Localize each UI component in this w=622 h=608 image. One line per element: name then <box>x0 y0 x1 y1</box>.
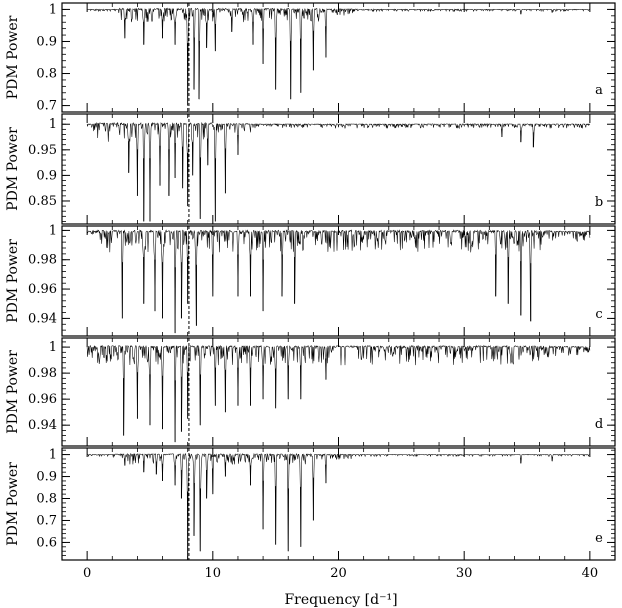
panel-letter: b <box>595 195 603 210</box>
panel-letter: e <box>595 531 603 546</box>
panel-letter: c <box>595 307 602 322</box>
panel-letter: a <box>595 83 603 98</box>
y-tick-label: 0.95 <box>28 143 57 158</box>
y-tick-label: 0.9 <box>36 168 57 183</box>
x-axis-label: Frequency [d⁻¹] <box>284 592 397 608</box>
y-tick-label: 0.6 <box>36 535 57 550</box>
y-axis-label: PDM Power <box>5 350 21 434</box>
panel-d: 0.94 0.96 0.98 1 PDM Power d <box>5 337 616 447</box>
x-tick-label: 10 <box>205 566 222 581</box>
y-tick-label: 0.96 <box>28 392 57 407</box>
y-tick-label: 1 <box>49 117 57 132</box>
y-tick-label: 1 <box>49 340 57 355</box>
y-tick-label: 1 <box>49 448 57 463</box>
x-tick-label: 40 <box>582 566 599 581</box>
panel-b: 0.85 0.9 0.95 1 PDM Power b <box>5 113 616 225</box>
panel-a: 0.7 0.8 0.9 1 PDM Power a <box>5 2 616 114</box>
y-tick-label: 0.94 <box>28 418 57 433</box>
panel-frame <box>61 2 616 113</box>
y-tick-label: 0.98 <box>28 253 57 268</box>
panel-e: 0.6 0.7 0.8 0.9 1 PDM Power e <box>5 447 616 561</box>
x-tick-label: 20 <box>330 566 347 581</box>
y-tick-label: 0.8 <box>36 67 57 82</box>
panel-frame <box>61 447 616 561</box>
panels-group: 0.7 0.8 0.9 1 PDM Power a 0.85 0.9 0.95 1 PDM Powe… <box>5 2 616 581</box>
y-tick-label: 0.85 <box>28 194 57 209</box>
y-tick-label: 0.8 <box>36 492 57 507</box>
y-axis-label: PDM Power <box>5 462 21 546</box>
x-tick-label: 30 <box>456 566 473 581</box>
y-tick-label: 1 <box>49 223 57 238</box>
panel-c: 0.94 0.96 0.98 1 PDM Power c <box>5 223 616 337</box>
y-axis-label: PDM Power <box>5 15 21 99</box>
y-tick-label: 0.9 <box>36 470 57 485</box>
y-tick-label: 0.7 <box>36 513 57 528</box>
x-tick-label: 0 <box>83 566 91 581</box>
y-axis-label: PDM Power <box>5 239 21 323</box>
y-axis-label: PDM Power <box>5 127 21 211</box>
y-tick-label: 0.98 <box>28 366 57 381</box>
y-tick-label: 0.96 <box>28 282 57 297</box>
panel-frame <box>61 225 616 337</box>
y-tick-label: 0.7 <box>36 99 57 114</box>
spectrum-line <box>86 121 591 222</box>
y-tick-label: 1 <box>49 2 57 17</box>
y-tick-label: 0.94 <box>28 311 57 326</box>
y-tick-label: 0.9 <box>36 34 57 49</box>
panel-letter: d <box>595 417 603 432</box>
